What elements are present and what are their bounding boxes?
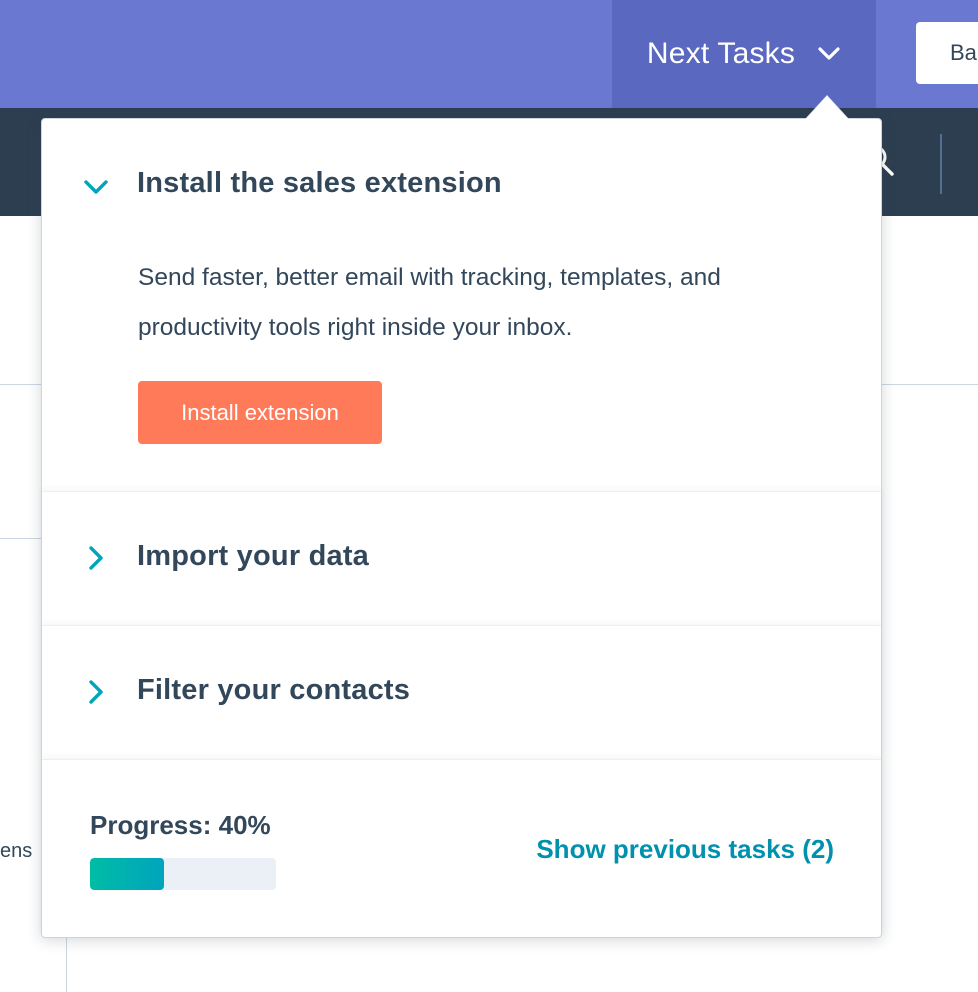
top-bar: Next Tasks Ba (0, 0, 978, 108)
chevron-right-icon[interactable] (84, 546, 108, 570)
task-description: Send faster, better email with tracking,… (138, 264, 721, 341)
tasks-footer: Progress: 40% Show previous tasks (2) (42, 759, 881, 937)
chevron-down-icon (817, 42, 841, 66)
task-item-filter-contacts[interactable]: Filter your contacts (42, 625, 881, 759)
nav-divider (940, 134, 942, 194)
chevron-right-icon[interactable] (84, 680, 108, 704)
show-previous-tasks-link[interactable]: Show previous tasks (2) (536, 834, 834, 864)
back-button-label: Ba (950, 40, 977, 65)
task-title[interactable]: Install the sales extension (137, 167, 502, 199)
next-tasks-label: Next Tasks (646, 37, 796, 70)
progress-bar-fill (90, 858, 165, 890)
background-divider (66, 930, 67, 992)
back-button[interactable]: Ba (916, 22, 978, 84)
task-item-import-data[interactable]: Import your data (42, 491, 881, 625)
next-tasks-dropdown: Install the sales extension Send faster,… (41, 118, 882, 938)
background-divider (0, 538, 60, 539)
progress-bar (90, 858, 276, 890)
next-tasks-button[interactable]: Next Tasks (612, 0, 876, 108)
install-extension-button[interactable]: Install extension (138, 381, 382, 444)
background-partial-text: ens (0, 840, 33, 862)
task-title[interactable]: Import your data (137, 540, 369, 572)
progress-label: Progress: 40% (90, 810, 271, 840)
task-title[interactable]: Filter your contacts (137, 674, 411, 706)
task-item-install-extension[interactable]: Install the sales extension Send faster,… (42, 119, 881, 491)
dropdown-caret (805, 96, 849, 120)
chevron-down-icon[interactable] (84, 175, 108, 199)
